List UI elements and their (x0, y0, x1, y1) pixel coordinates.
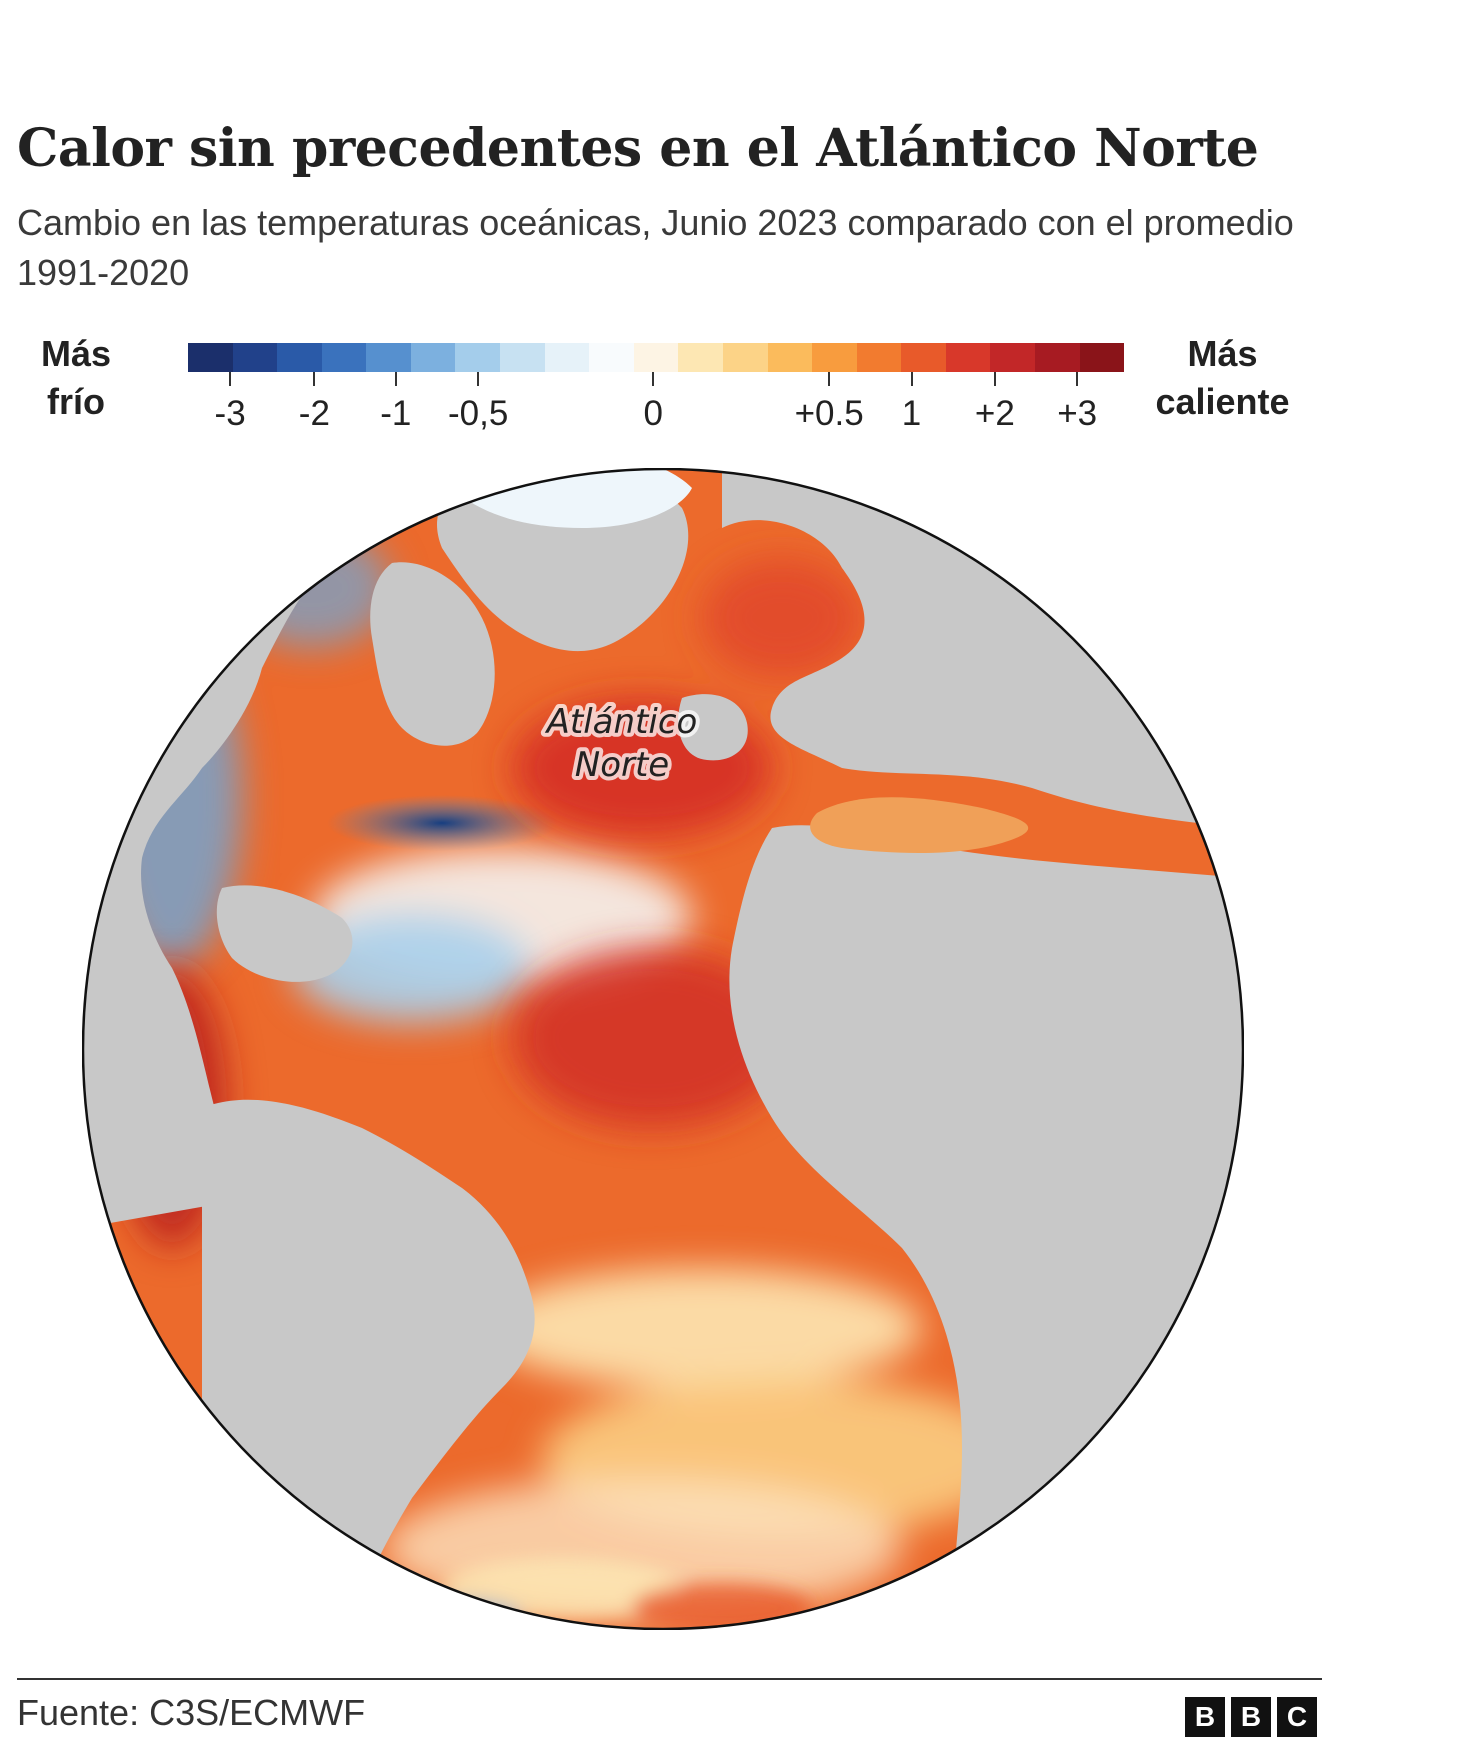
scale-tick-label: 1 (901, 394, 922, 433)
mediterranean-sea (810, 797, 1029, 853)
scale-tick (394, 372, 397, 386)
scale-tick (477, 372, 480, 386)
scale-swatch (856, 343, 902, 372)
scale-tick (828, 372, 831, 386)
color-scale-bar (188, 343, 1125, 372)
scale-swatch (901, 343, 946, 372)
scale-swatch (1034, 343, 1080, 372)
scale-swatch (767, 343, 813, 372)
scale-swatch (366, 343, 411, 372)
chart-subtitle: Cambio en las temperaturas oceánicas, Ju… (17, 202, 1294, 293)
scale-tick (1076, 372, 1079, 386)
scale-swatch (633, 343, 679, 372)
scale-tick-label: +3 (1057, 394, 1098, 433)
scale-swatch (544, 343, 590, 372)
scale-tick-label: +2 (974, 394, 1015, 433)
legend-colder-line1: Más (40, 333, 112, 374)
gulf-land (216, 885, 353, 982)
chart-title: Calor sin precedentes en el Atlántico No… (17, 118, 1259, 179)
source-credit: Fuente: C3S/ECMWF (17, 1692, 366, 1733)
bbc-logo-block: C (1277, 1697, 1317, 1737)
globe-map: Atlántico Atlántico Norte Norte (81, 467, 1245, 1631)
bbc-logo-block: B (1231, 1697, 1271, 1737)
scale-tick-label: -0,5 (448, 394, 509, 433)
scale-swatch (232, 343, 278, 372)
scale-swatch (722, 343, 768, 372)
scale-swatch (410, 343, 456, 372)
globe-content: Atlántico Atlántico Norte Norte (83, 469, 1243, 1629)
scale-tick-label: +0.5 (794, 394, 864, 433)
footer-divider (17, 1678, 1322, 1680)
labrador-land (370, 562, 495, 746)
scale-swatch (321, 343, 367, 372)
globe-outline (81, 467, 1245, 1631)
legend-warmer-line2: caliente (1155, 381, 1290, 422)
scale-swatch (678, 343, 723, 372)
scale-tick (313, 372, 316, 386)
scale-tick-label: -3 (214, 394, 246, 433)
scale-tick (910, 372, 913, 386)
annotation-line2: Norte (575, 745, 669, 785)
scale-tick-label: -2 (298, 394, 330, 433)
scale-swatch (990, 343, 1035, 372)
annotation-halo-line2: Norte (575, 745, 669, 785)
scale-tick (993, 372, 996, 386)
british-isles-land (678, 694, 748, 761)
scale-swatch (277, 343, 322, 372)
scale-swatch (188, 343, 233, 372)
scale-tick (229, 372, 232, 386)
scale-swatch (812, 343, 857, 372)
legend-warmer-line1: Más (1187, 333, 1258, 374)
legend-label-warmer: Más caliente (1135, 330, 1310, 426)
legend-label-colder: Más frío (30, 330, 122, 426)
color-scale-ticks: -3 -2 -1 -0,5 0 +0.5 1 +2 +3 (188, 372, 1124, 433)
annotation-halo-line1: Atlántico (545, 702, 698, 742)
annotation-line1: Atlántico (545, 702, 698, 742)
legend-colder-line2: frío (47, 381, 105, 422)
region-annotation: Atlántico Atlántico Norte Norte (541, 698, 702, 789)
bbc-logo-block: B (1185, 1697, 1225, 1737)
scale-tick (652, 372, 655, 386)
scale-swatch (455, 343, 501, 372)
scale-swatch (589, 343, 634, 372)
scale-tick-label: 0 (643, 394, 663, 433)
scale-swatch (1079, 343, 1125, 372)
globe-svg: Atlántico Atlántico Norte Norte (81, 467, 1245, 1631)
scale-swatch (500, 343, 545, 372)
scale-swatch (945, 343, 991, 372)
scale-tick-label: -1 (380, 394, 412, 433)
cold-anomaly-core (327, 795, 557, 851)
